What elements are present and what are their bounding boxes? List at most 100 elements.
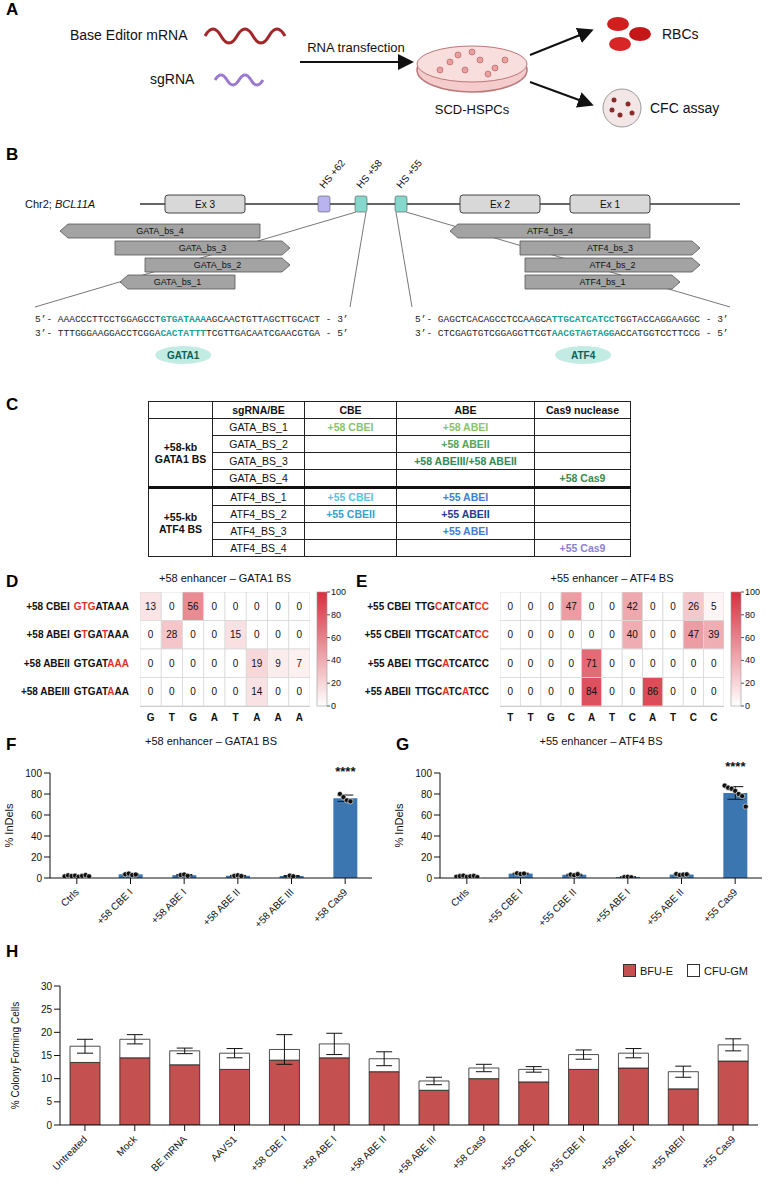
svg-text:Ctrls: Ctrls (449, 886, 471, 908)
svg-text:14: 14 (251, 686, 263, 697)
svg-text:0: 0 (670, 686, 676, 697)
svg-text:+58 ABE II: +58 ABE II (347, 1133, 388, 1174)
svg-text:0: 0 (212, 658, 218, 669)
svg-text:0: 0 (548, 629, 554, 640)
svg-text:0: 0 (630, 658, 636, 669)
svg-text:40: 40 (745, 655, 755, 665)
svg-text:****: **** (335, 764, 356, 779)
svg-text:0: 0 (507, 601, 513, 612)
svg-text:+55 ABEITTGCATCATCC: +55 ABEITTGCATCATCC (368, 658, 489, 669)
svg-text:20: 20 (745, 678, 755, 688)
svg-text:T: T (527, 712, 533, 723)
svg-text:0: 0 (650, 629, 656, 640)
svg-text:+58 Cas9: +58 Cas9 (311, 886, 350, 925)
svg-text:ATF4_bs_1: ATF4_bs_1 (580, 277, 626, 287)
svg-text:0: 0 (609, 686, 615, 697)
svg-text:10: 10 (41, 1073, 53, 1084)
svg-text:0: 0 (190, 658, 196, 669)
svg-text:0: 0 (650, 601, 656, 612)
svg-text:SCD-HSPCs: SCD-HSPCs (435, 102, 510, 117)
svg-text:80: 80 (331, 610, 341, 620)
svg-text:0: 0 (297, 601, 303, 612)
svg-text:GATA_bs_4: GATA_bs_4 (136, 226, 184, 236)
svg-text:+55 ABEIITTGCATCATCC: +55 ABEIITTGCATCATCC (365, 686, 489, 697)
svg-text:80: 80 (745, 610, 755, 620)
svg-text:+55 ABEII: +55 ABEII (648, 1133, 687, 1172)
svg-text:20: 20 (331, 678, 341, 688)
svg-text:0: 0 (711, 686, 717, 697)
svg-text:0: 0 (568, 629, 574, 640)
svg-text:0: 0 (212, 601, 218, 612)
svg-text:0: 0 (650, 658, 656, 669)
svg-text:RBCs: RBCs (662, 26, 699, 42)
svg-text:C: C (690, 712, 697, 723)
svg-text:+58 CBEIGTGATAAA: +58 CBEIGTGATAAA (26, 601, 129, 612)
svg-text:0: 0 (568, 658, 574, 669)
svg-text:+55 CBE I: +55 CBE I (498, 1133, 538, 1173)
svg-text:30: 30 (41, 981, 53, 992)
svg-text:0: 0 (711, 658, 717, 669)
svg-text:5: 5 (46, 1096, 52, 1107)
svg-text:100: 100 (25, 768, 42, 779)
svg-text:ATF4: ATF4 (571, 350, 596, 361)
svg-text:0: 0 (275, 629, 281, 640)
svg-text:Ex 3: Ex 3 (195, 199, 215, 210)
svg-text:0: 0 (691, 658, 697, 669)
svg-text:T: T (169, 712, 175, 723)
svg-text:86: 86 (647, 686, 659, 697)
svg-text:+55 CBE I: +55 CBE I (485, 886, 525, 926)
svg-text:0: 0 (507, 629, 513, 640)
svg-text:0: 0 (275, 686, 281, 697)
svg-text:84: 84 (586, 686, 598, 697)
svg-text:GATA1: GATA1 (167, 350, 200, 361)
svg-text:60: 60 (745, 633, 755, 643)
svg-text:0: 0 (190, 629, 196, 640)
svg-text:+55 ABE II: +55 ABE II (644, 886, 685, 927)
svg-text:0: 0 (745, 701, 750, 711)
svg-text:0: 0 (630, 686, 636, 697)
svg-text:T: T (507, 712, 513, 723)
svg-text:Base Editor mRNA: Base Editor mRNA (70, 27, 188, 43)
svg-text:19: 19 (251, 658, 263, 669)
svg-text:BE mRNA: BE mRNA (149, 1133, 189, 1173)
svg-text:60: 60 (421, 810, 433, 821)
svg-text:0: 0 (46, 1120, 52, 1131)
svg-text:T: T (670, 712, 676, 723)
svg-text:RNA transfection: RNA transfection (307, 40, 405, 55)
svg-text:15: 15 (41, 1050, 53, 1061)
svg-text:Mock: Mock (114, 1133, 139, 1158)
svg-text:+55 CBE II: +55 CBE II (536, 886, 578, 928)
svg-text:80: 80 (31, 789, 43, 800)
svg-text:Untreated: Untreated (50, 1133, 89, 1172)
svg-text:0: 0 (528, 601, 534, 612)
svg-text:A: A (275, 712, 282, 723)
svg-text:G: G (147, 712, 155, 723)
svg-text:0: 0 (254, 601, 260, 612)
svg-text:+58 ABEIGTGATAAA: +58 ABEIGTGATAAA (27, 629, 129, 640)
svg-text:+58 ABEIIGTGATAAA: +58 ABEIIGTGATAAA (24, 658, 129, 669)
svg-text:13: 13 (145, 601, 157, 612)
svg-text:GATA_bs_1: GATA_bs_1 (154, 277, 202, 287)
svg-text:G: G (189, 712, 197, 723)
svg-text:T: T (233, 712, 239, 723)
svg-text:0: 0 (507, 686, 513, 697)
svg-text:80: 80 (421, 789, 433, 800)
svg-text:0: 0 (670, 658, 676, 669)
svg-text:0: 0 (528, 658, 534, 669)
svg-text:0: 0 (169, 686, 175, 697)
svg-text:AAVS1: AAVS1 (209, 1133, 239, 1163)
svg-text:+58 Cas9: +58 Cas9 (450, 1133, 489, 1172)
svg-text:5: 5 (711, 601, 717, 612)
svg-text:0: 0 (548, 601, 554, 612)
svg-text:% InDels: % InDels (3, 803, 15, 848)
svg-text:15: 15 (230, 629, 242, 640)
svg-text:+55 ABE I: +55 ABE I (593, 886, 632, 925)
svg-text:3’- TTTGGGAAGGACCTCGGACACTATTT: 3’- TTTGGGAAGGACCTCGGACACTATTTTCGTTGACAA… (35, 328, 349, 339)
svg-text:0: 0 (148, 629, 154, 640)
svg-text:0: 0 (589, 629, 595, 640)
svg-text:20: 20 (421, 852, 433, 863)
svg-text:0: 0 (212, 686, 218, 697)
svg-text:+55 Cas9: +55 Cas9 (701, 886, 740, 925)
svg-text:0: 0 (691, 686, 697, 697)
svg-text:0: 0 (670, 601, 676, 612)
